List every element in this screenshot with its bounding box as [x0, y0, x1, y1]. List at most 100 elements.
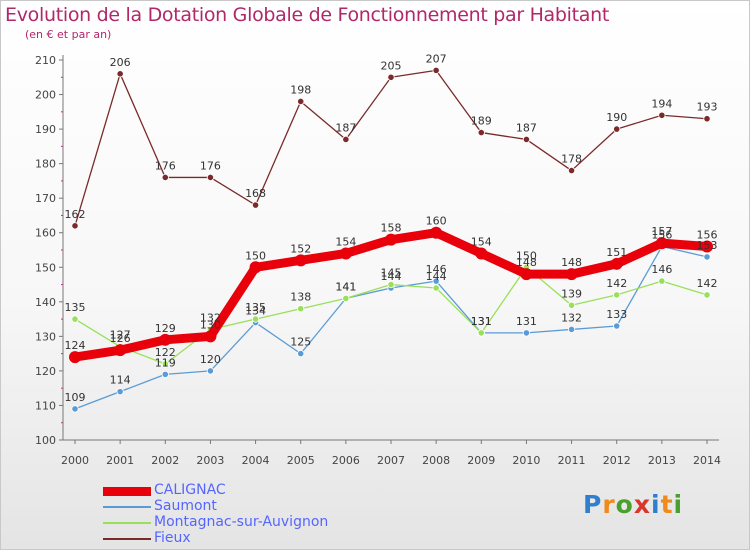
data-label: 157 — [651, 225, 672, 238]
data-label: 187 — [335, 121, 356, 134]
data-label: 206 — [110, 56, 131, 69]
logo-letter: r — [602, 490, 616, 519]
x-tick-label: 2011 — [558, 454, 586, 467]
x-tick-label: 2012 — [603, 454, 631, 467]
data-label: 151 — [606, 246, 627, 259]
logo-letter: P — [583, 490, 603, 519]
series-line — [74, 69, 708, 227]
data-label: 176 — [200, 159, 221, 172]
data-label: 194 — [651, 97, 672, 110]
data-point — [565, 268, 578, 281]
data-label: 133 — [606, 308, 627, 321]
data-label: 142 — [606, 277, 627, 290]
data-label: 134 — [245, 305, 266, 318]
y-tick-label: 200 — [35, 89, 56, 102]
data-label: 205 — [381, 59, 402, 72]
y-tick-label: 110 — [35, 399, 56, 412]
legend-label: Fieux — [154, 530, 191, 546]
data-point — [294, 254, 307, 267]
data-label: 156 — [697, 229, 718, 242]
data-point — [475, 247, 488, 260]
data-label: 168 — [245, 187, 266, 200]
data-label: 176 — [155, 159, 176, 172]
data-label: 152 — [290, 242, 311, 255]
data-label: 178 — [561, 153, 582, 166]
data-point — [342, 294, 350, 302]
data-label: 131 — [516, 315, 537, 328]
data-label: 135 — [245, 301, 266, 314]
data-point — [703, 115, 711, 123]
data-label: 131 — [471, 315, 492, 328]
data-label: 154 — [335, 235, 356, 248]
x-tick-label: 2000 — [61, 454, 89, 467]
data-point — [297, 97, 305, 106]
y-tick-label: 140 — [35, 296, 56, 309]
proxiti-logo: Proxiti — [583, 490, 683, 519]
logo-letter: x — [633, 490, 651, 519]
data-point — [613, 322, 621, 330]
legend-label: Montagnac-sur-Auvignon — [154, 514, 329, 530]
legend-swatch — [103, 506, 151, 508]
data-label: 207 — [426, 52, 447, 65]
data-label: 162 — [65, 208, 86, 221]
data-label: 129 — [155, 322, 176, 335]
y-tick-label: 210 — [35, 54, 56, 67]
data-point — [522, 135, 531, 144]
data-label: 148 — [516, 256, 537, 269]
data-label: 126 — [110, 332, 131, 345]
data-label: 154 — [471, 235, 492, 248]
data-label: 138 — [290, 291, 311, 304]
data-label: 160 — [426, 215, 447, 228]
x-tick-label: 2007 — [377, 454, 405, 467]
x-tick-label: 2001 — [106, 454, 134, 467]
data-label: 193 — [697, 101, 718, 114]
data-point — [432, 277, 440, 285]
data-label: 153 — [697, 239, 718, 252]
y-tick-label: 120 — [35, 365, 56, 378]
logo-letter: i — [673, 490, 684, 519]
data-label: 139 — [561, 287, 582, 300]
data-label: 189 — [471, 115, 492, 128]
data-point — [339, 247, 352, 260]
data-point — [159, 333, 172, 346]
data-point — [249, 261, 262, 274]
data-point — [613, 291, 621, 299]
data-label: 156 — [651, 229, 672, 242]
data-point — [432, 66, 440, 74]
y-tick-label: 130 — [35, 330, 56, 343]
y-tick-label: 150 — [35, 261, 56, 274]
legend-label: CALIGNAC — [154, 482, 226, 498]
x-tick-label: 2002 — [151, 454, 179, 467]
data-label: 124 — [65, 339, 86, 352]
data-point — [206, 367, 215, 375]
data-point — [477, 329, 485, 337]
legend-swatch — [103, 522, 151, 524]
data-label: 198 — [290, 83, 311, 96]
data-label: 144 — [381, 270, 402, 283]
series-layer — [69, 66, 713, 413]
data-point — [385, 233, 397, 246]
y-tick-label: 180 — [35, 158, 56, 171]
data-labels: 162 206 176 176 168 198 187 205 207 189 187 178 190 1… — [65, 52, 718, 404]
data-label: 141 — [335, 280, 356, 293]
data-point — [251, 315, 260, 323]
x-tick-label: 2004 — [242, 454, 270, 467]
y-tick-label: 190 — [35, 123, 56, 136]
data-label: 125 — [290, 336, 311, 349]
data-point — [430, 226, 443, 239]
data-label: 144 — [426, 270, 447, 283]
data-point — [71, 405, 79, 413]
logo-letter: t — [660, 490, 674, 519]
x-tick-label: 2014 — [693, 454, 721, 467]
x-tick-label: 2006 — [332, 454, 360, 467]
data-label: 119 — [155, 356, 176, 369]
series-calignac — [69, 226, 713, 364]
x-tick-label: 2009 — [467, 454, 495, 467]
data-label: 141 — [335, 280, 356, 293]
data-point — [658, 111, 666, 119]
data-label: 127 — [110, 329, 131, 342]
line-chart: 100 110 120 130 140 150 160 170 180 190 200 210 2000… — [35, 52, 721, 467]
data-label: 148 — [561, 256, 582, 269]
data-label: 150 — [245, 249, 266, 262]
data-label: 131 — [471, 315, 492, 328]
